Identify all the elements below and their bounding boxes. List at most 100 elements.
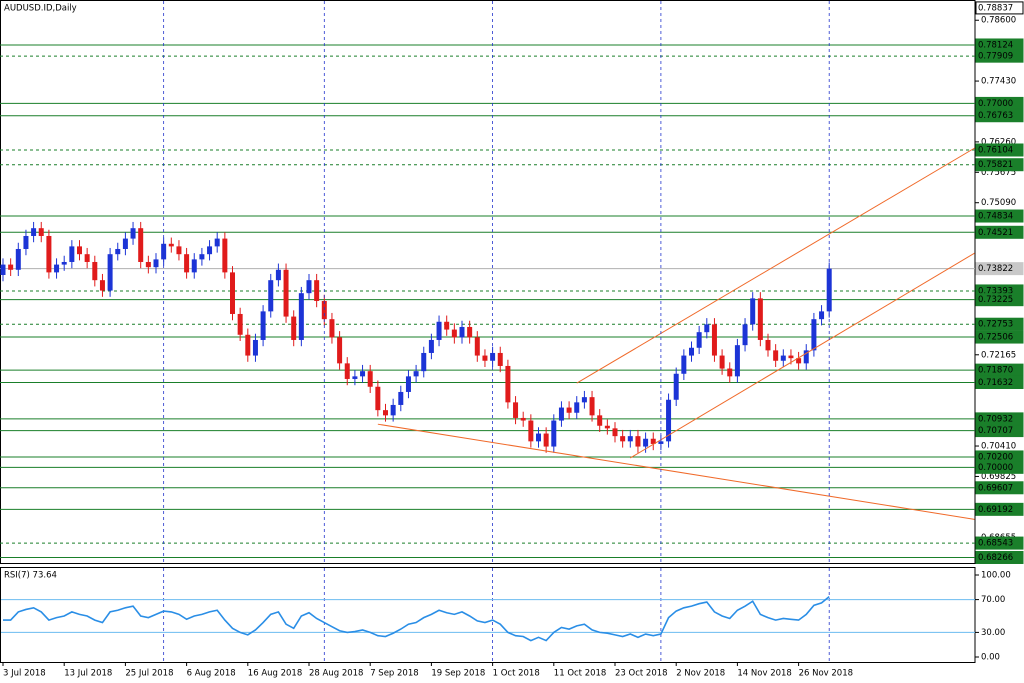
level-label: 0.73393: [978, 286, 1013, 296]
candle-body: [92, 261, 98, 281]
candle-body: [681, 355, 687, 374]
y-tick-label: 0.78600: [981, 16, 1016, 26]
level-label-box: [975, 460, 1024, 474]
level-label: 0.69192: [978, 505, 1013, 515]
candle-body: [184, 254, 190, 273]
level-label-box: [975, 143, 1024, 157]
level-label: 0.70000: [978, 463, 1013, 473]
level-label-box: [975, 330, 1024, 344]
y-tick-label: 0.00: [981, 653, 1000, 663]
candle-body: [77, 246, 82, 255]
candle-body: [597, 415, 603, 426]
level-label-box: [975, 293, 1024, 307]
candle-body: [191, 259, 197, 273]
candle-body: [551, 420, 557, 447]
candle-body: [428, 339, 434, 353]
y-tick-label: 0.72165: [981, 350, 1016, 360]
y-tick-label: 0.76260: [981, 137, 1016, 147]
level-label: 0.72753: [978, 320, 1013, 330]
level-label: 0.70932: [978, 414, 1013, 424]
candle-body: [742, 324, 748, 346]
candle-body: [275, 269, 281, 281]
level-label-box: [975, 1, 1024, 15]
candle-body: [673, 373, 679, 400]
level-label: 0.70200: [978, 452, 1013, 462]
candle-body: [421, 352, 427, 372]
x-tick-label: 25 Jul 2018: [125, 669, 173, 679]
level-label: 0.76104: [978, 146, 1013, 156]
candle-body: [780, 355, 786, 361]
level-label: 0.68543: [978, 539, 1013, 549]
candle-body: [788, 355, 794, 359]
candle-body: [482, 355, 488, 361]
candle-body: [344, 363, 350, 379]
candle-body: [666, 399, 672, 442]
level-label-box: [975, 550, 1024, 564]
candle-body: [153, 259, 159, 268]
main-pane: [0, 0, 976, 564]
trendline: [377, 423, 975, 520]
candle-body: [627, 436, 633, 442]
candle-body: [566, 407, 572, 413]
candle-body: [107, 254, 113, 291]
candle-body: [505, 365, 511, 403]
level-label: 0.78837: [978, 3, 1013, 13]
candle-body: [161, 243, 167, 260]
candle-body: [650, 438, 656, 444]
x-tick-label: 6 Aug 2018: [187, 669, 236, 679]
y-tick-label: 100.00: [981, 571, 1011, 581]
candle-body: [283, 269, 289, 317]
rsi-pane: [0, 567, 976, 663]
candle-body: [168, 243, 174, 247]
candle-body: [138, 228, 144, 262]
candle-body: [268, 280, 274, 312]
candle-body: [497, 352, 503, 366]
candle-body: [704, 324, 710, 333]
candle-body: [513, 402, 519, 418]
candle-body: [696, 332, 702, 348]
x-tick-label: 2 Nov 2018: [676, 669, 725, 679]
candle-body: [811, 319, 817, 351]
level-label-box: [975, 262, 1024, 276]
x-tick-label: 11 Oct 2018: [554, 669, 607, 679]
candle-body: [337, 337, 343, 364]
candle-body: [390, 404, 396, 416]
y-tick-label: 0.70410: [981, 442, 1016, 452]
level-label: 0.71632: [978, 378, 1013, 388]
candle-body: [536, 433, 541, 442]
candle-body: [298, 293, 304, 340]
x-tick-label: 14 Nov 2018: [737, 669, 791, 679]
candle-body: [803, 350, 809, 364]
level-label-box: [975, 109, 1024, 123]
candle-body: [727, 368, 733, 377]
candle-body: [436, 321, 442, 340]
level-label-box: [975, 49, 1024, 63]
candle-body: [574, 402, 580, 413]
candle-body: [528, 420, 534, 442]
level-label: 0.69607: [978, 483, 1013, 493]
candle-body: [291, 316, 297, 340]
candle-body: [115, 248, 121, 255]
candle-body: [543, 433, 549, 447]
candle-body: [474, 337, 480, 356]
level-label: 0.73822: [978, 264, 1013, 274]
level-label: 0.68266: [978, 553, 1013, 563]
candle-body: [199, 254, 205, 260]
chart-title: AUDUSD.ID,Daily: [4, 4, 77, 14]
y-tick-label: 0.77430: [981, 77, 1016, 87]
x-tick-label: 16 Aug 2018: [248, 669, 302, 679]
candle-body: [367, 371, 373, 387]
candle-body: [711, 324, 717, 356]
candle-body: [589, 397, 595, 416]
candle-body: [375, 386, 381, 411]
candle-body: [398, 391, 404, 405]
x-tick-label: 7 Sep 2018: [370, 669, 418, 679]
level-label-box: [975, 225, 1024, 239]
candle-body: [612, 428, 618, 437]
candle-body: [0, 264, 6, 275]
y-tick-label: 0.75090: [981, 198, 1016, 208]
candle-body: [765, 339, 771, 351]
candle-body: [222, 238, 228, 273]
level-label-box: [975, 424, 1024, 438]
x-tick-label: 28 Aug 2018: [309, 669, 363, 679]
